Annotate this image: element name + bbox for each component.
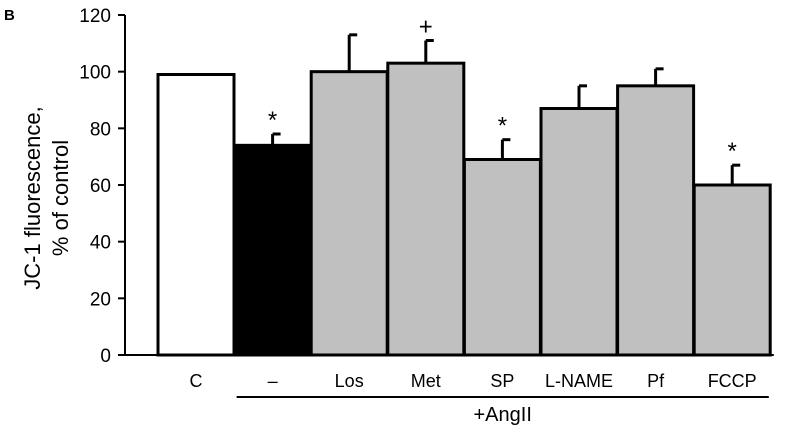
y-tick-label: 0 [100, 346, 111, 367]
y-tick-label: 60 [90, 176, 111, 197]
y-tick-label: 100 [79, 63, 111, 84]
y-axis-title-line2: % of control [48, 140, 73, 256]
y-tick-label: 40 [90, 233, 111, 254]
bar [233, 143, 313, 357]
angii-group-label: +AngII [474, 404, 532, 426]
y-tick-label: 20 [90, 289, 111, 310]
x-tick-label: L-NAME [545, 371, 613, 391]
x-tick-label: Pf [647, 371, 665, 391]
y-tick-label: 80 [90, 119, 111, 140]
significance-marker: * [728, 138, 737, 165]
bar [539, 107, 619, 357]
x-tick-label: Los [335, 371, 364, 391]
x-tick-label: Met [411, 371, 441, 391]
bar [616, 84, 696, 357]
bar [309, 70, 389, 357]
bars: * + * * [156, 14, 772, 357]
y-axis: 0 20 40 60 80 100 120 [79, 6, 126, 367]
significance-marker: * [268, 107, 277, 134]
significance-marker: * [498, 113, 507, 140]
panel-label: B [4, 7, 15, 24]
y-axis-title: JC-1 fluorescence, % of control [20, 106, 73, 289]
x-axis: C – Los Met SP L-NAME Pf FCCP [125, 354, 774, 391]
bar [692, 183, 772, 357]
x-tick-label: SP [490, 371, 514, 391]
x-tick-label: FCCP [708, 371, 757, 391]
x-tick-label: – [268, 371, 278, 391]
y-axis-title-line1: JC-1 fluorescence, [20, 106, 45, 289]
x-tick-label: C [190, 371, 203, 391]
y-tick-label: 120 [79, 6, 111, 27]
bar [462, 158, 542, 357]
bar [386, 61, 466, 357]
bar [156, 73, 236, 357]
significance-marker: + [419, 14, 433, 41]
